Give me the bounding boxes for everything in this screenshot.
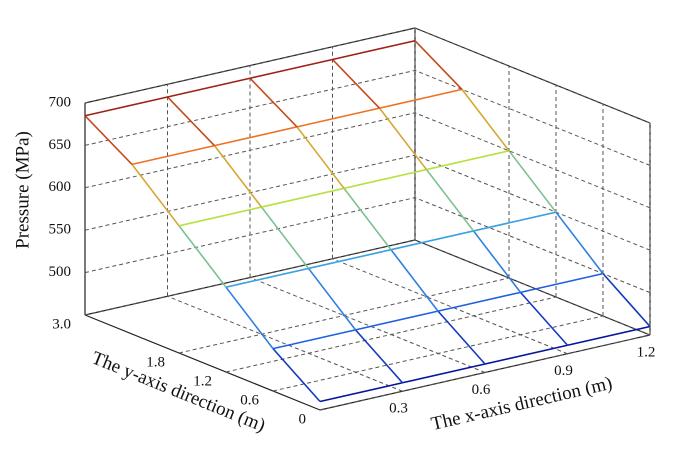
z-tick-label: 600 [49,179,72,195]
mesh-line [355,310,439,331]
x-tick-label: 1.2 [637,344,656,360]
mesh-line [307,267,357,331]
y-axis [84,314,321,411]
mesh-line [343,187,392,251]
mesh-line [84,115,133,165]
x-tick-label: 0.9 [554,363,573,379]
mesh-line [214,126,298,147]
mesh-line [249,77,298,128]
grid-line [167,295,403,392]
mesh-line [390,249,439,312]
grid-line [414,112,651,209]
mesh-line [390,230,474,251]
mesh-line [602,273,651,328]
mesh-line [332,39,416,61]
y-tick-label: 1.8 [146,354,165,370]
grid-line [249,277,486,373]
mesh-line [131,163,180,227]
grid-line [414,239,651,336]
mesh-line [167,77,251,98]
mesh-line [131,144,215,166]
mesh-line [414,40,463,90]
y-tick-label: 3.0 [52,316,71,332]
mesh-line [555,211,604,275]
y-tick-label: 0 [299,411,307,427]
x-tick-label: 0.6 [472,382,491,398]
grid-line [414,69,651,166]
mesh-line [272,329,356,350]
mesh-line [249,58,333,80]
mesh-line [225,267,309,288]
mesh-line [296,126,345,189]
mesh-line [519,291,569,346]
mesh-line [296,107,380,128]
mesh-line [213,145,263,208]
grid-line [414,27,651,124]
mesh-line [379,88,463,109]
mesh-line [473,211,557,232]
grid-line [319,334,651,411]
x-axis-label: The x-axis direction (m) [429,373,614,435]
mesh-line [308,248,392,270]
mesh-line [484,344,568,365]
mesh-line [331,58,381,109]
mesh-line [261,187,345,208]
mesh-line [508,150,557,213]
mesh-line [225,286,274,350]
mesh-line [178,206,262,227]
grid-line [84,69,416,146]
mesh-line [84,96,168,117]
z-tick-label: 550 [49,222,72,238]
mesh-line [378,107,428,171]
grid-line [414,197,651,294]
mesh-line [437,310,486,365]
mesh-line [272,348,321,403]
mesh-line [426,150,510,171]
z-tick-label: 650 [49,137,72,153]
y-tick-label: 0.6 [240,392,259,408]
z-tick-label: 700 [49,94,72,110]
mesh-line [472,230,522,293]
z-tick-label: 500 [49,264,72,280]
mesh-line [402,363,486,384]
mesh-line [178,225,227,288]
mesh-line [343,168,427,190]
grid-line [225,296,557,373]
mesh-line [260,206,310,269]
mesh-line [319,381,403,403]
grid-line [272,315,604,392]
mesh-line [425,169,475,232]
mesh-line [354,329,404,384]
y-tick-label: 1.2 [193,373,212,389]
mesh-line [166,96,216,147]
grid-line [414,154,651,251]
z-axis-label: Pressure (MPa) [12,131,33,249]
grid-line [84,239,416,316]
mesh-line [520,272,604,294]
grid-line [84,27,416,104]
x-tick-label: 0.3 [389,401,408,417]
mesh-line [567,325,651,347]
mesh-line [437,291,521,312]
mesh-line [461,88,510,152]
grid-line [332,258,568,355]
